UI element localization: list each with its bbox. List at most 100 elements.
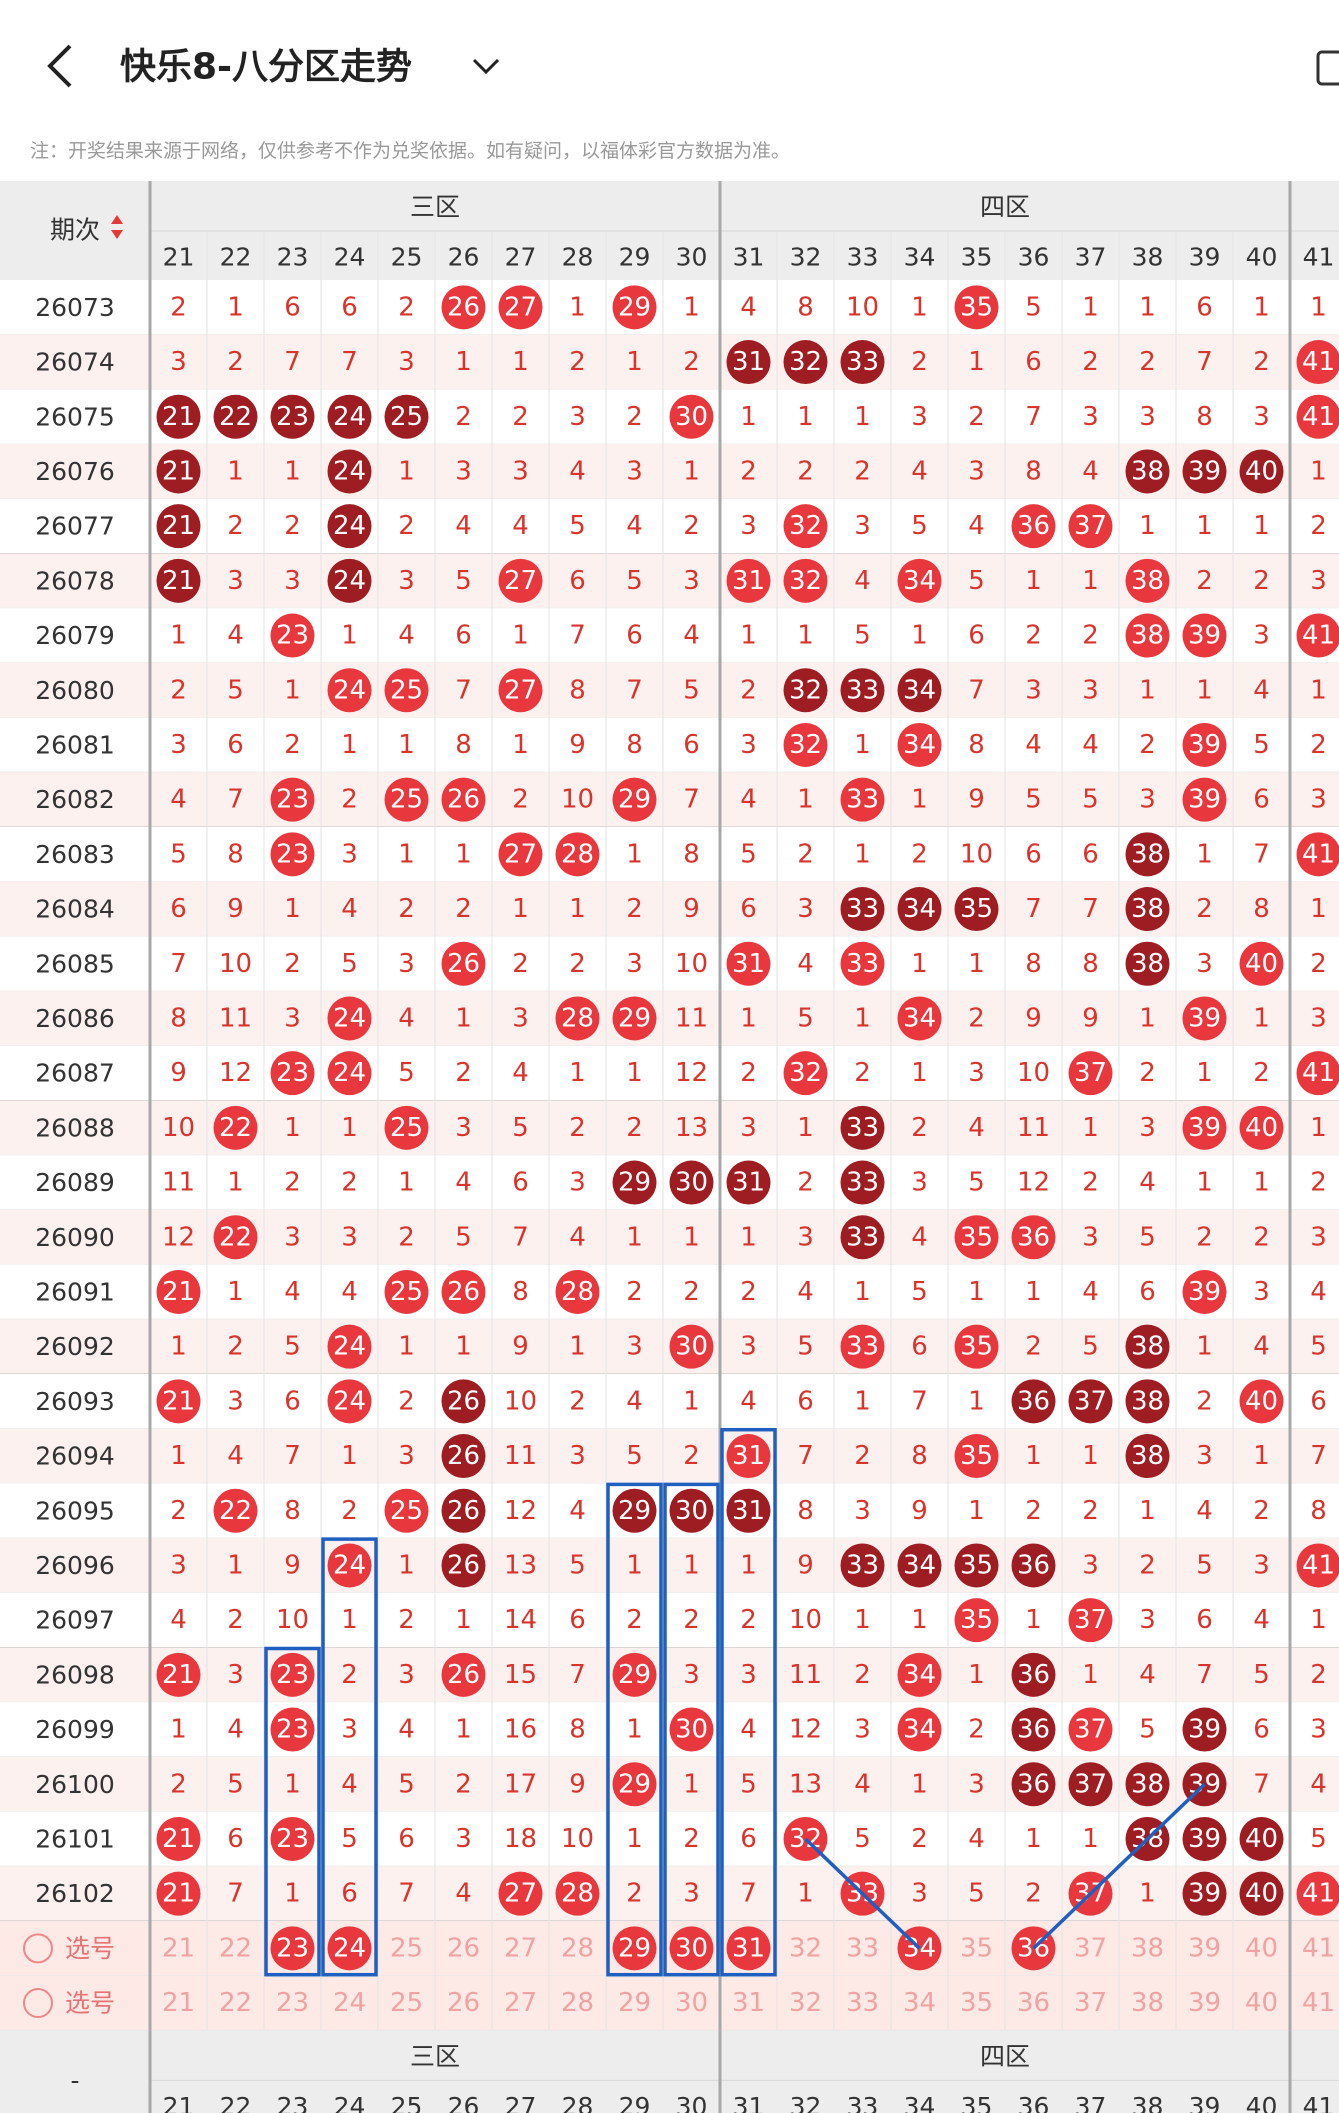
number-ball[interactable]	[612, 1926, 657, 1971]
footer-dash: -	[70, 2066, 79, 2095]
cell-number: 1	[683, 1386, 700, 1416]
ball-number: 24	[333, 1332, 366, 1362]
cell-number: 2	[284, 1168, 301, 1198]
number-ball	[441, 285, 486, 330]
cell-number: 1	[740, 621, 757, 651]
cell-number: 2	[911, 1824, 928, 1854]
page-title[interactable]: 快乐8-八分区走势	[120, 47, 412, 88]
period: 26097	[35, 1606, 115, 1635]
ball-number: 40	[1245, 1386, 1278, 1416]
number-ball	[897, 558, 942, 603]
column-number: 34	[904, 243, 936, 272]
ball-number: 36	[1017, 1715, 1050, 1745]
number-ball	[1125, 1434, 1170, 1479]
number-ball	[840, 1105, 885, 1150]
cell-number: 1	[968, 949, 985, 979]
cell-number: 2	[968, 1003, 985, 1033]
cell-number: 1	[455, 1605, 472, 1635]
cell-number: 1	[797, 1879, 814, 1909]
number-ball	[669, 1324, 714, 1369]
column-number: 31	[733, 243, 765, 272]
cell-number: 2	[341, 785, 358, 815]
cell-number: 5	[398, 1058, 415, 1088]
cell-number: 8	[1196, 402, 1213, 432]
ball-number: 27	[504, 1879, 537, 1909]
column-number: 26	[448, 243, 480, 272]
ball-number: 23	[276, 785, 309, 815]
number-ball	[213, 1215, 258, 1260]
period: 26081	[35, 730, 115, 759]
number-ball	[270, 394, 315, 439]
ball-number: 22	[219, 1113, 252, 1143]
number-ball[interactable]	[270, 1926, 315, 1971]
footer-column-number: 40	[1246, 2092, 1278, 2113]
cell-number: 4	[398, 1715, 415, 1745]
cell-number: 6	[911, 1332, 928, 1362]
cell-number: 1	[455, 1332, 472, 1362]
cell-number: 2	[740, 1605, 757, 1635]
cell-number: 5	[968, 1168, 985, 1198]
cell-number: 3	[227, 566, 244, 596]
number-ball	[1011, 504, 1056, 549]
select-toggle[interactable]	[23, 1933, 53, 1964]
cell-number: 2	[341, 1496, 358, 1526]
cell-number: 7	[740, 1879, 757, 1909]
row-bg	[0, 662, 1339, 718]
cell-number: 3	[512, 1003, 529, 1033]
number-ball	[726, 941, 771, 986]
column-number: 38	[1132, 243, 1164, 272]
column-number: 35	[961, 243, 993, 272]
column-number: 23	[277, 243, 309, 272]
number-ball	[270, 1707, 315, 1752]
number-ball[interactable]	[327, 1926, 372, 1971]
cell-number: 7	[1025, 402, 1042, 432]
row-bg	[0, 936, 1339, 992]
ball-number: 35	[960, 1550, 993, 1580]
cell-number: 10	[504, 1386, 537, 1416]
row-bg	[0, 553, 1339, 609]
number-ball	[327, 996, 372, 1041]
ball-number: 30	[675, 402, 708, 432]
select-toggle[interactable]	[23, 1988, 53, 2019]
ball-number: 35	[960, 1441, 993, 1471]
row-bg	[0, 1374, 1339, 1429]
number-ball	[1125, 1324, 1170, 1369]
back-button[interactable]	[47, 44, 72, 88]
cell-number: 1	[1253, 1168, 1270, 1198]
cell-number: 8	[569, 675, 586, 705]
cell-number: 2	[740, 456, 757, 486]
period: 26091	[35, 1277, 115, 1306]
number-ball	[156, 1871, 201, 1916]
cell-number: 6	[569, 566, 586, 596]
ball-number: 39	[1188, 1879, 1221, 1909]
number-ball[interactable]	[669, 1926, 714, 1971]
column-number: 29	[619, 243, 651, 272]
cell-number: 2	[1196, 566, 1213, 596]
cell-number: 5	[1082, 785, 1099, 815]
ball-number: 26	[447, 949, 480, 979]
cell-number: 5	[227, 1769, 244, 1799]
cell-number: 1	[740, 402, 757, 432]
number-ball[interactable]	[726, 1926, 771, 1971]
cell-number: 2	[569, 949, 586, 979]
cell-number: 36	[1017, 1988, 1050, 2018]
cell-number: 1	[455, 347, 472, 377]
number-ball	[954, 1324, 999, 1369]
disclaimer: 注：开奖结果来源于网络，仅供参考不作为兑奖依据。如有疑问，以福体彩官方数据为准。	[30, 140, 790, 162]
cell-number: 4	[1082, 1277, 1099, 1307]
row-bg	[0, 827, 1339, 882]
cell-number: 2	[1253, 1222, 1270, 1252]
ball-number: 33	[846, 1113, 879, 1143]
row-bg	[0, 1756, 1339, 1812]
number-ball	[441, 1269, 486, 1314]
cell-number: 5	[398, 1769, 415, 1799]
cell-number: 41	[1302, 1988, 1335, 2018]
ball-number: 41	[1302, 621, 1335, 651]
title-dropdown[interactable]	[472, 58, 500, 75]
ball-number: 36	[1017, 1386, 1050, 1416]
number-ball	[612, 285, 657, 330]
menu-icon[interactable]	[1316, 50, 1339, 86]
cell-number: 2	[1253, 566, 1270, 596]
footer-column-number: 38	[1132, 2092, 1164, 2113]
ball-number: 33	[846, 347, 879, 377]
